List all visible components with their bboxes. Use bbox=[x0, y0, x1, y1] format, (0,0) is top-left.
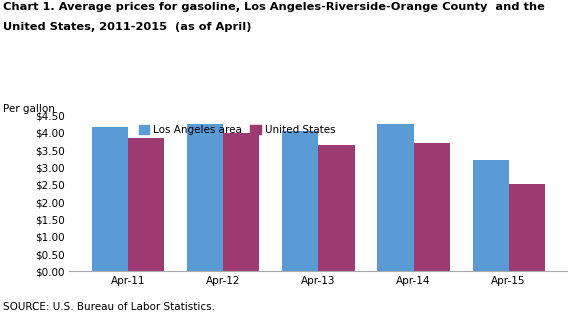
Bar bbox=[413, 143, 450, 271]
Bar bbox=[378, 124, 413, 271]
Bar bbox=[223, 133, 259, 271]
Bar bbox=[472, 160, 508, 271]
Bar bbox=[318, 145, 354, 271]
Bar bbox=[187, 124, 223, 271]
Text: Per gallon: Per gallon bbox=[3, 104, 55, 114]
Bar bbox=[283, 131, 318, 271]
Text: Chart 1. Average prices for gasoline, Los Angeles-Riverside-Orange County  and t: Chart 1. Average prices for gasoline, Lo… bbox=[3, 2, 545, 12]
Legend: Los Angeles area, United States: Los Angeles area, United States bbox=[134, 121, 340, 139]
Text: SOURCE: U.S. Bureau of Labor Statistics.: SOURCE: U.S. Bureau of Labor Statistics. bbox=[3, 302, 215, 312]
Bar bbox=[92, 127, 129, 271]
Bar bbox=[129, 138, 164, 271]
Text: United States, 2011-2015  (as of April): United States, 2011-2015 (as of April) bbox=[3, 22, 251, 32]
Bar bbox=[508, 184, 545, 271]
